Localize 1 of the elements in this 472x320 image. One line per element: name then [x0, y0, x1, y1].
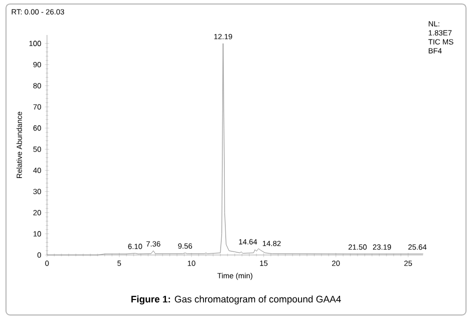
- text: Figure 1: Gas chromatogram of compound GAA4: [131, 296, 341, 304]
